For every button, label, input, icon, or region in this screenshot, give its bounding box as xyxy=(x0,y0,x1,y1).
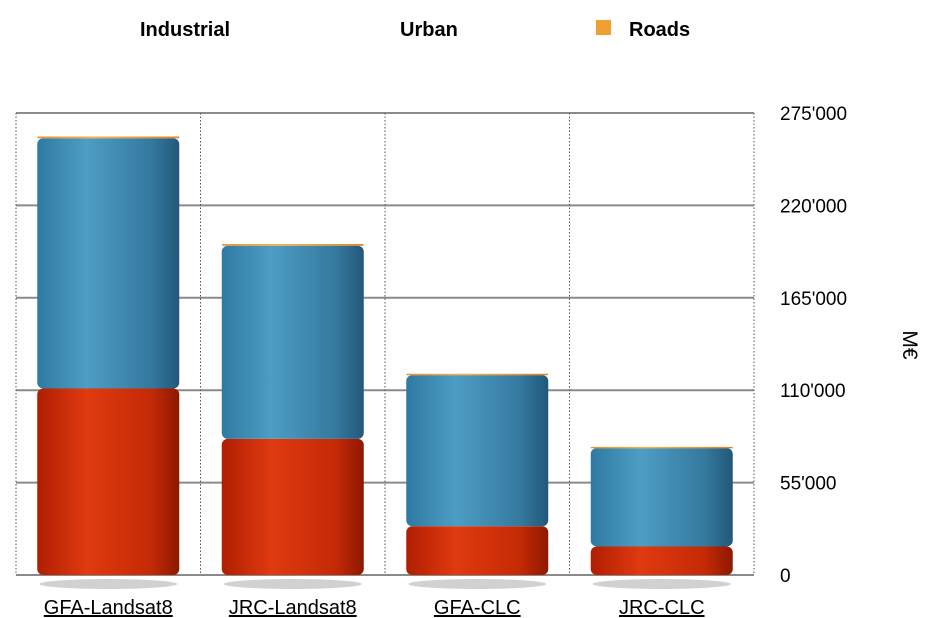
bar-shadow xyxy=(408,579,547,589)
legend-swatch-roads xyxy=(596,20,611,35)
bar-roads-jrc-landsat8 xyxy=(221,244,364,246)
bar-roads-gfa-landsat8 xyxy=(37,136,180,139)
legend-label-roads: Roads xyxy=(629,19,690,41)
bar-stack-gfa-landsat8 xyxy=(37,136,180,589)
bar-industrial-gfa-clc xyxy=(406,526,549,575)
y-tick-label: 165'000 xyxy=(780,289,847,310)
bar-stack-gfa-clc xyxy=(406,373,549,589)
legend-item-industrial: Industrial xyxy=(140,19,230,41)
y-tick-label: 220'000 xyxy=(780,196,847,217)
y-tick-label: 275'000 xyxy=(780,104,847,125)
legend-label-industrial: Industrial xyxy=(140,19,230,41)
y-tick-label: 55'000 xyxy=(780,474,836,495)
bar-stack-jrc-landsat8 xyxy=(221,244,364,589)
x-tick-label-gfa-clc: GFA-CLC xyxy=(434,597,521,618)
y-tick-label: 110'000 xyxy=(780,381,846,402)
bar-urban-gfa-landsat8 xyxy=(37,138,180,389)
y-axis-ticks: 0 55'000 110'000 165'000 220'000 275'000 xyxy=(780,104,847,587)
y-tick-label: 0 xyxy=(780,566,791,587)
legend: Industrial Urban Roads xyxy=(140,19,690,41)
x-tick-label-jrc-clc: JRC-CLC xyxy=(619,597,705,618)
bar-urban-gfa-clc xyxy=(406,375,549,527)
legend-item-roads: Roads xyxy=(596,19,690,41)
bars xyxy=(37,136,733,589)
y-axis-label: M€ xyxy=(898,330,921,359)
bar-industrial-jrc-landsat8 xyxy=(221,438,364,575)
bar-urban-jrc-landsat8 xyxy=(221,245,364,439)
bar-roads-gfa-clc xyxy=(406,373,549,376)
bar-shadow xyxy=(223,579,362,589)
bar-roads-jrc-clc xyxy=(590,446,733,449)
bar-shadow xyxy=(592,579,731,589)
bar-industrial-jrc-clc xyxy=(590,546,733,575)
bar-shadow xyxy=(39,579,178,589)
x-tick-label-jrc-landsat8: JRC-Landsat8 xyxy=(229,597,357,618)
legend-item-urban: Urban xyxy=(400,19,458,41)
bar-urban-jrc-clc xyxy=(590,448,733,547)
x-tick-label-gfa-landsat8: GFA-Landsat8 xyxy=(44,597,173,618)
bar-stack-jrc-clc xyxy=(590,446,733,589)
bar-industrial-gfa-landsat8 xyxy=(37,388,180,575)
x-axis-categories: GFA-Landsat8 JRC-Landsat8 GFA-CLC JRC-CLC xyxy=(44,597,705,618)
legend-label-urban: Urban xyxy=(400,19,458,41)
